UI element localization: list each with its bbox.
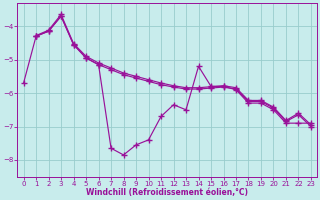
X-axis label: Windchill (Refroidissement éolien,°C): Windchill (Refroidissement éolien,°C) (86, 188, 248, 197)
